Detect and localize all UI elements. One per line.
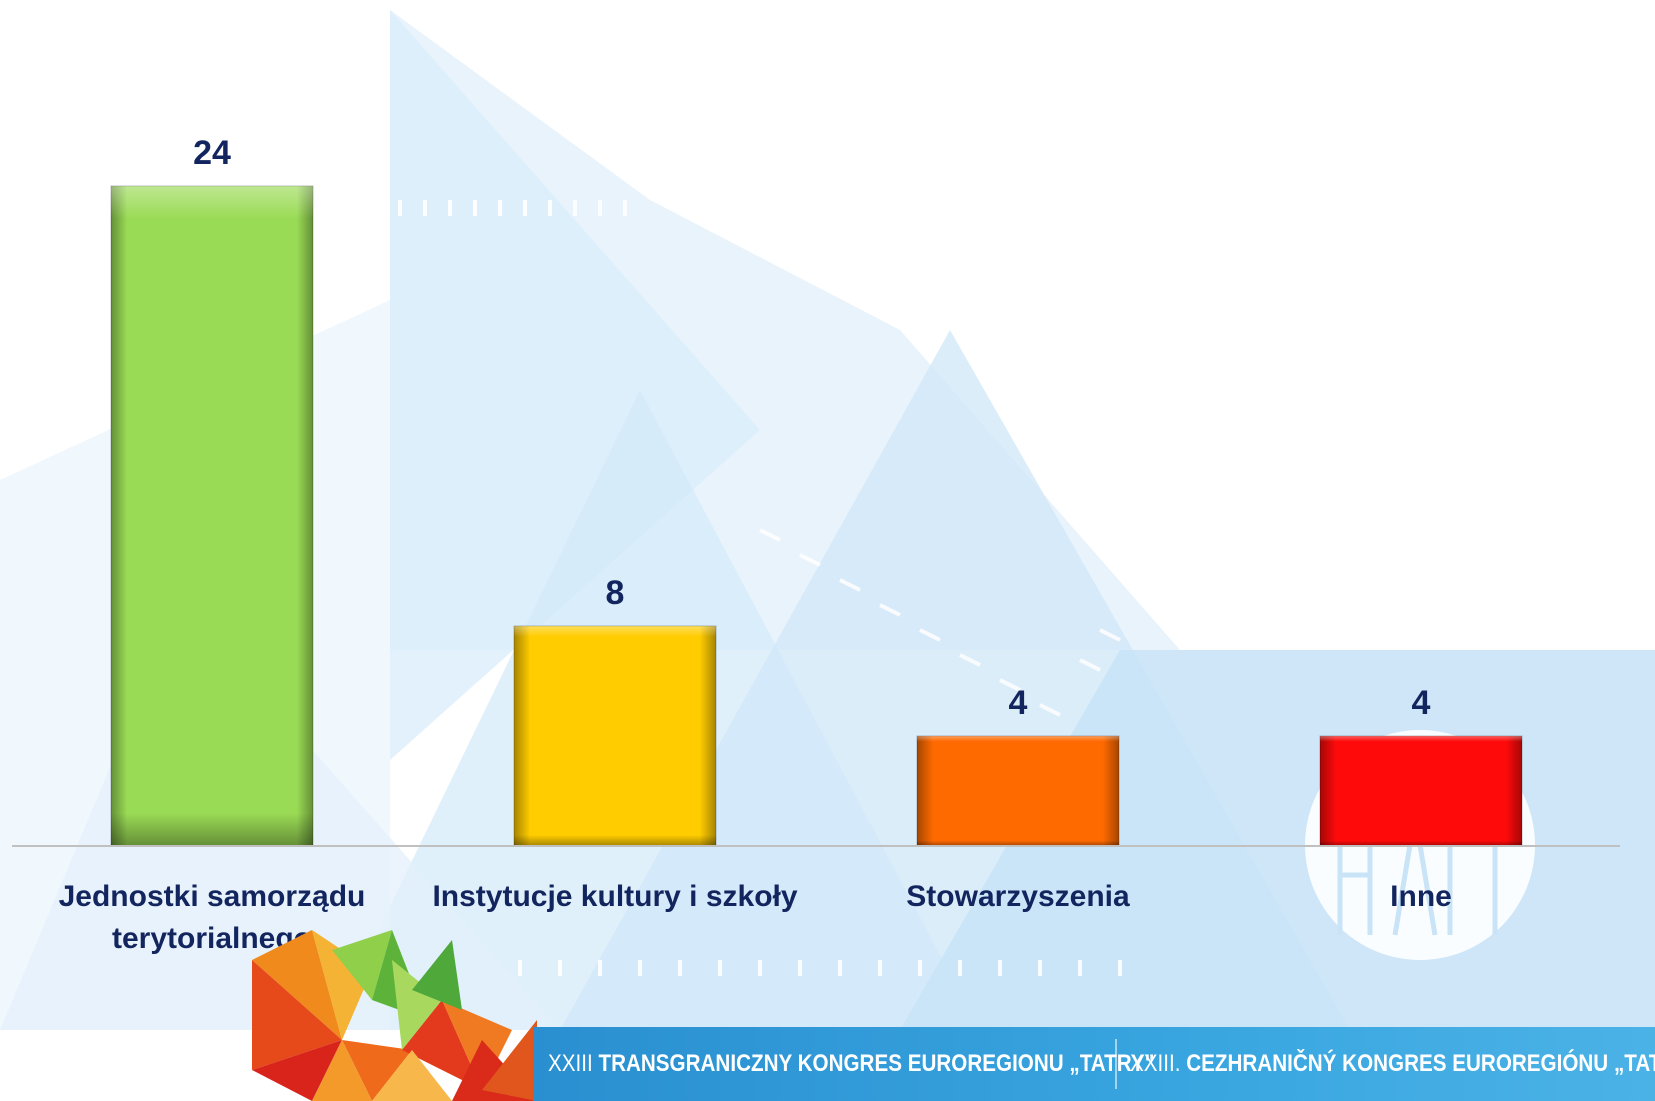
bars-layer — [110, 185, 1523, 847]
bar-2 — [513, 625, 717, 847]
category-label-2: Instytucje kultury i szkoły — [432, 880, 797, 913]
category-label-line: Instytucje kultury i szkoły — [432, 880, 797, 913]
category-label-line: Stowarzyszenia — [906, 880, 1130, 913]
category-label-line: Inne — [1390, 880, 1452, 913]
banner-text-slovak: XXIII. CEZHRANIČNÝ KONGRES EUROREGIÓNU „… — [1130, 1050, 1655, 1078]
bar-3 — [916, 735, 1120, 847]
bar-bevel-top — [1320, 736, 1522, 846]
value-label-1: 24 — [193, 134, 231, 172]
value-label-2: 8 — [606, 574, 625, 612]
category-label-3: Stowarzyszenia — [906, 880, 1130, 913]
banner-right-prefix: XXIII. — [1130, 1050, 1187, 1077]
banner-divider — [1115, 1039, 1117, 1089]
bar-bevel-top — [111, 186, 313, 846]
category-label-4: Inne — [1390, 880, 1452, 913]
bar-1 — [110, 185, 314, 847]
congress-banner: XXIII TRANSGRANICZNY KONGRES EUROREGIONU… — [533, 1027, 1655, 1101]
banner-right-title: CEZHRANIČNÝ KONGRES EUROREGIÓNU „TATRY" — [1186, 1050, 1655, 1077]
banner-left-title: TRANSGRANICZNY KONGRES EUROREGIONU „TATR… — [598, 1050, 1155, 1077]
value-label-4: 4 — [1412, 684, 1431, 722]
bar-4 — [1319, 735, 1523, 847]
bar-bevel-top — [514, 626, 716, 846]
euroregion-logo-icon — [252, 930, 537, 1101]
category-label-line: Jednostki samorządu — [59, 880, 366, 913]
value-label-3: 4 — [1009, 684, 1028, 722]
banner-left-prefix: XXIII — [548, 1050, 599, 1077]
banner-text-polish: XXIII TRANSGRANICZNY KONGRES EUROREGIONU… — [548, 1050, 1154, 1078]
bar-bevel-top — [917, 736, 1119, 846]
